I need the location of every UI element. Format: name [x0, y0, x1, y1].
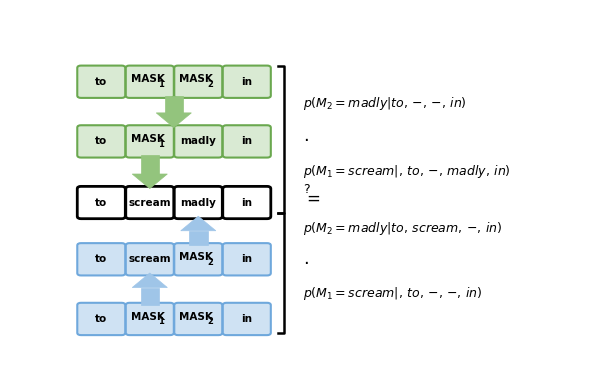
Text: 2: 2 [207, 80, 213, 89]
Text: 1: 1 [159, 140, 164, 149]
FancyBboxPatch shape [126, 186, 174, 219]
Polygon shape [156, 113, 191, 127]
Text: $\cdot$: $\cdot$ [303, 130, 309, 148]
Text: in: in [241, 314, 252, 324]
Text: to: to [95, 198, 107, 208]
Polygon shape [164, 96, 183, 113]
Text: scream: scream [129, 198, 171, 208]
Text: $\cdot$: $\cdot$ [303, 253, 309, 271]
Text: madly: madly [181, 198, 216, 208]
Text: to: to [95, 77, 107, 87]
Text: $p(M_1 = \mathit{scream}|,\,to,\,{-},\,{-},\,in)$: $p(M_1 = \mathit{scream}|,\,to,\,{-},\,{… [303, 285, 483, 302]
Text: MASK: MASK [131, 311, 164, 322]
FancyBboxPatch shape [77, 303, 125, 335]
Polygon shape [132, 174, 167, 189]
Text: $p(M_1 = \mathit{scream}|,\,to,\,{-},\,\mathit{madly},\,in)$: $p(M_1 = \mathit{scream}|,\,to,\,{-},\,\… [303, 163, 511, 180]
FancyBboxPatch shape [126, 303, 174, 335]
Text: 1: 1 [159, 80, 164, 89]
Text: MASK: MASK [131, 134, 164, 144]
FancyBboxPatch shape [223, 303, 271, 335]
FancyBboxPatch shape [126, 243, 174, 276]
Text: 2: 2 [207, 318, 213, 326]
FancyBboxPatch shape [223, 66, 271, 98]
FancyBboxPatch shape [174, 66, 222, 98]
Polygon shape [141, 155, 159, 174]
Text: $?$: $?$ [303, 183, 311, 196]
FancyBboxPatch shape [77, 125, 125, 158]
Text: MASK: MASK [179, 74, 213, 84]
FancyBboxPatch shape [77, 66, 125, 98]
Text: MASK: MASK [131, 74, 164, 84]
Text: $=$: $=$ [303, 189, 321, 207]
FancyBboxPatch shape [223, 243, 271, 276]
FancyBboxPatch shape [77, 243, 125, 276]
Polygon shape [132, 273, 167, 288]
FancyBboxPatch shape [174, 186, 222, 219]
Text: to: to [95, 136, 107, 146]
FancyBboxPatch shape [174, 125, 222, 158]
Text: to: to [95, 254, 107, 264]
Text: to: to [95, 314, 107, 324]
FancyBboxPatch shape [223, 186, 271, 219]
Polygon shape [181, 216, 216, 231]
FancyBboxPatch shape [77, 186, 125, 219]
Text: in: in [241, 254, 252, 264]
Text: MASK: MASK [179, 252, 213, 262]
Text: in: in [241, 136, 252, 146]
FancyBboxPatch shape [174, 303, 222, 335]
Text: $p(M_2 = \mathit{madly}|to,\,\mathit{scream},\,{-},\,in)$: $p(M_2 = \mathit{madly}|to,\,\mathit{scr… [303, 220, 502, 237]
FancyBboxPatch shape [126, 125, 174, 158]
FancyBboxPatch shape [126, 66, 174, 98]
Text: 1: 1 [159, 318, 164, 326]
Polygon shape [141, 288, 159, 305]
Text: in: in [241, 198, 252, 208]
Text: in: in [241, 77, 252, 87]
Text: madly: madly [181, 136, 216, 146]
FancyBboxPatch shape [174, 243, 222, 276]
FancyBboxPatch shape [223, 125, 271, 158]
Text: MASK: MASK [179, 311, 213, 322]
Text: $p(M_2 = \mathit{madly}|to,\,{-},\,{-},\,in)$: $p(M_2 = \mathit{madly}|to,\,{-},\,{-},\… [303, 95, 467, 112]
Text: 2: 2 [207, 258, 213, 267]
Polygon shape [189, 231, 207, 245]
Text: scream: scream [129, 254, 171, 264]
